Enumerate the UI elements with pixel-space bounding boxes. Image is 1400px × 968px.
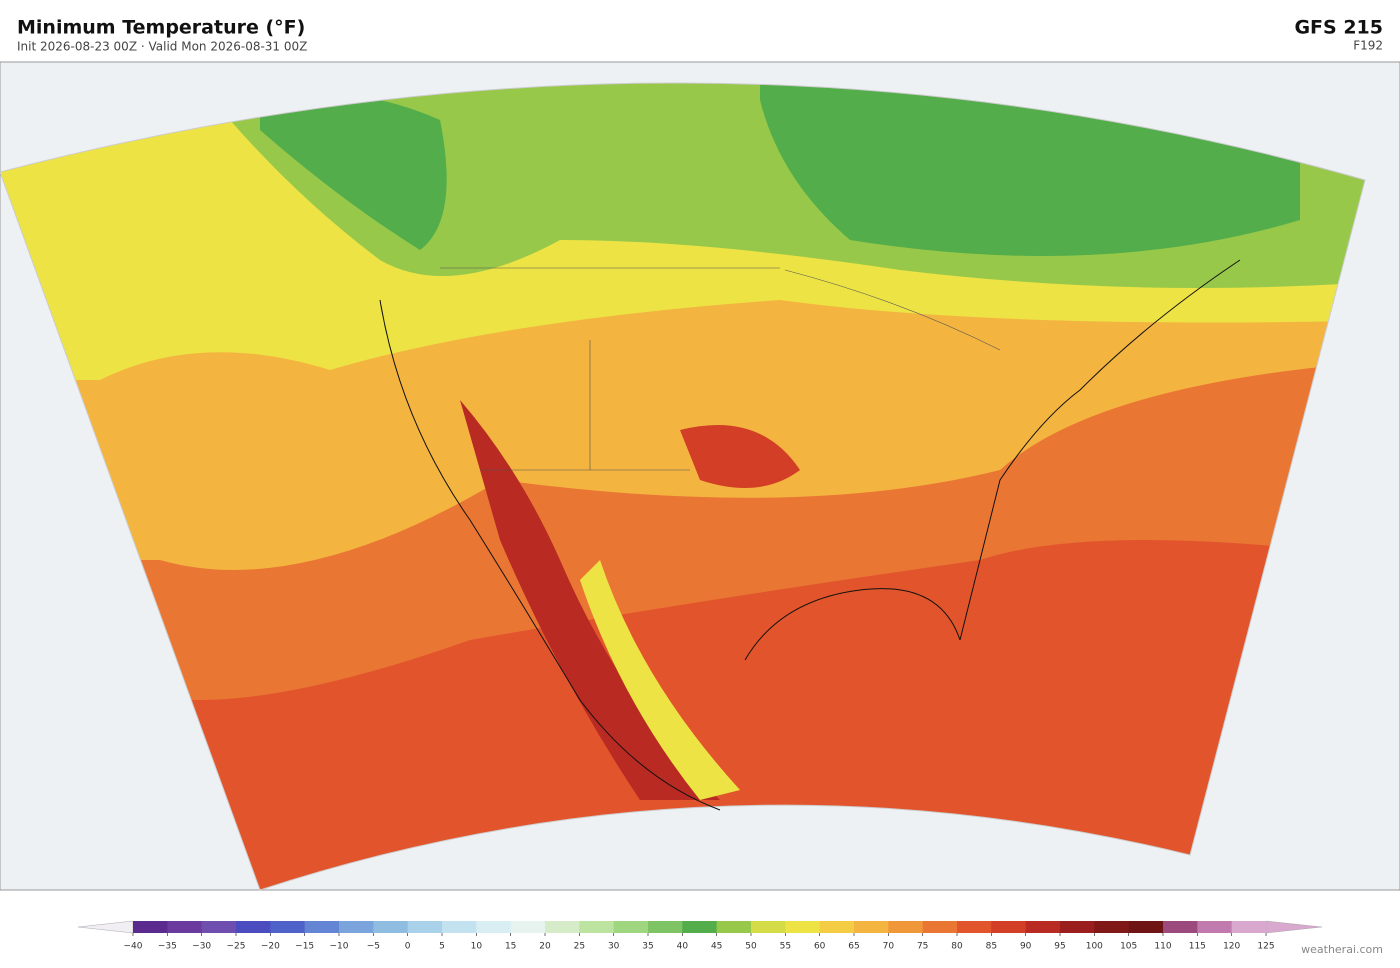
- colorbar-segment: [407, 921, 443, 933]
- colorbar-tick-label: 85: [986, 942, 997, 952]
- colorbar-segment: [545, 921, 580, 933]
- coastline: [379, 259, 1241, 811]
- colorbar-tick-label: 95: [1054, 942, 1065, 952]
- colorbar-segment: [1025, 921, 1061, 933]
- colorbar-segment: [579, 921, 614, 933]
- field-band: [760, 82, 1300, 256]
- colorbar-segment: [888, 921, 923, 933]
- colorbar-tick-label: 15: [505, 942, 516, 952]
- colorbar-segment: [476, 921, 511, 933]
- colorbar-segment: [682, 921, 717, 933]
- colorbar-segment: [613, 921, 649, 933]
- colorbar-tick-label: 125: [1257, 942, 1274, 952]
- colorbar-segment: [1094, 921, 1129, 933]
- colorbar-segment: [1060, 921, 1095, 933]
- colorbar-segment: [510, 921, 546, 933]
- field-band: [580, 560, 740, 800]
- colorbar-tick-label: 40: [677, 942, 689, 952]
- colorbar-tick-label: 5: [439, 942, 445, 952]
- colorbar-tick-label: 65: [848, 942, 859, 952]
- colorbar-segment: [442, 921, 477, 933]
- colorbar-segment: [991, 921, 1026, 933]
- forecast-hour: F192: [1353, 39, 1383, 53]
- credit: weatherai.com: [1301, 943, 1383, 956]
- colorbar-tick-label: −35: [158, 942, 177, 952]
- colorbar-tick-label: 20: [539, 942, 551, 952]
- colorbar-segment: [270, 921, 305, 933]
- colorbar: −40 −35 −30 −25 −20 −15 −10 −5 0 5 10 15 20 25 30 35 40 4…: [77, 920, 1323, 952]
- colorbar-tick-label: 75: [917, 942, 928, 952]
- colorbar-tick-label: 105: [1120, 942, 1137, 952]
- colorbar-tick-label: 45: [711, 942, 722, 952]
- model: GFS 215: [1294, 17, 1383, 39]
- colorbar-segment: [922, 921, 958, 933]
- colorbar-segment: [819, 921, 855, 933]
- colorbar-segment: [751, 921, 786, 933]
- colorbar-segment: [133, 921, 168, 933]
- colorbar-segment: [785, 921, 820, 933]
- colorbar-segment: [957, 921, 992, 933]
- subtitle: Init 2026-08-23 00Z · Valid Mon 2026-08-…: [17, 40, 307, 54]
- colorbar-tick-label: −30: [192, 942, 211, 952]
- colorbar-tick-label: −5: [367, 942, 380, 952]
- colorbar-tick-label: 100: [1086, 942, 1103, 952]
- colorbar-tick-label: −40: [124, 942, 143, 952]
- borders: [440, 267, 1001, 471]
- colorbar-tick-label: 90: [1020, 942, 1032, 952]
- colorbar-segment: [1163, 921, 1198, 933]
- colorbar-tick-label: 70: [883, 942, 895, 952]
- colorbar-tick-label: −15: [295, 942, 314, 952]
- colorbar-segment: [373, 921, 408, 933]
- colorbar-tick-label: 30: [608, 942, 620, 952]
- colorbar-under: [77, 920, 134, 934]
- colorbar-tick-label: 110: [1154, 942, 1171, 952]
- colorbar-tick-label: −25: [227, 942, 246, 952]
- colorbar-tick-label: 10: [471, 942, 483, 952]
- colorbar-tick-label: 120: [1223, 942, 1240, 952]
- colorbar-segment: [201, 921, 237, 933]
- colorbar-segment: [167, 921, 202, 933]
- domain-edge: [0, 82, 1366, 891]
- colorbar-tick-label: 0: [405, 942, 411, 952]
- colorbar-tick-label: 50: [745, 942, 757, 952]
- field-band: [460, 400, 720, 800]
- colorbar-segment: [1197, 921, 1232, 933]
- colorbar-tick-label: 55: [780, 942, 791, 952]
- colorbar-segment: [339, 921, 374, 933]
- colorbar-tick-label: 35: [642, 942, 653, 952]
- colorbar-segment: [854, 921, 889, 933]
- colorbar-segment: [1231, 921, 1267, 933]
- colorbar-segment: [236, 921, 271, 933]
- title: Minimum Temperature (°F): [17, 17, 305, 39]
- colorbar-segment: [1128, 921, 1164, 933]
- field-band: [260, 93, 447, 250]
- colorbar-tick-label: 80: [951, 942, 963, 952]
- colorbar-over: [1265, 920, 1323, 934]
- colorbar-tick-label: −10: [330, 942, 349, 952]
- colorbar-tick-label: 25: [574, 942, 585, 952]
- colorbar-tick-label: 60: [814, 942, 826, 952]
- colorbar-segment: [304, 921, 340, 933]
- colorbar-tick-label: −20: [261, 942, 280, 952]
- colorbar-tick-label: 115: [1189, 942, 1206, 952]
- field-band: [680, 425, 800, 488]
- colorbar-segment: [648, 921, 683, 933]
- colorbar-segment: [716, 921, 752, 933]
